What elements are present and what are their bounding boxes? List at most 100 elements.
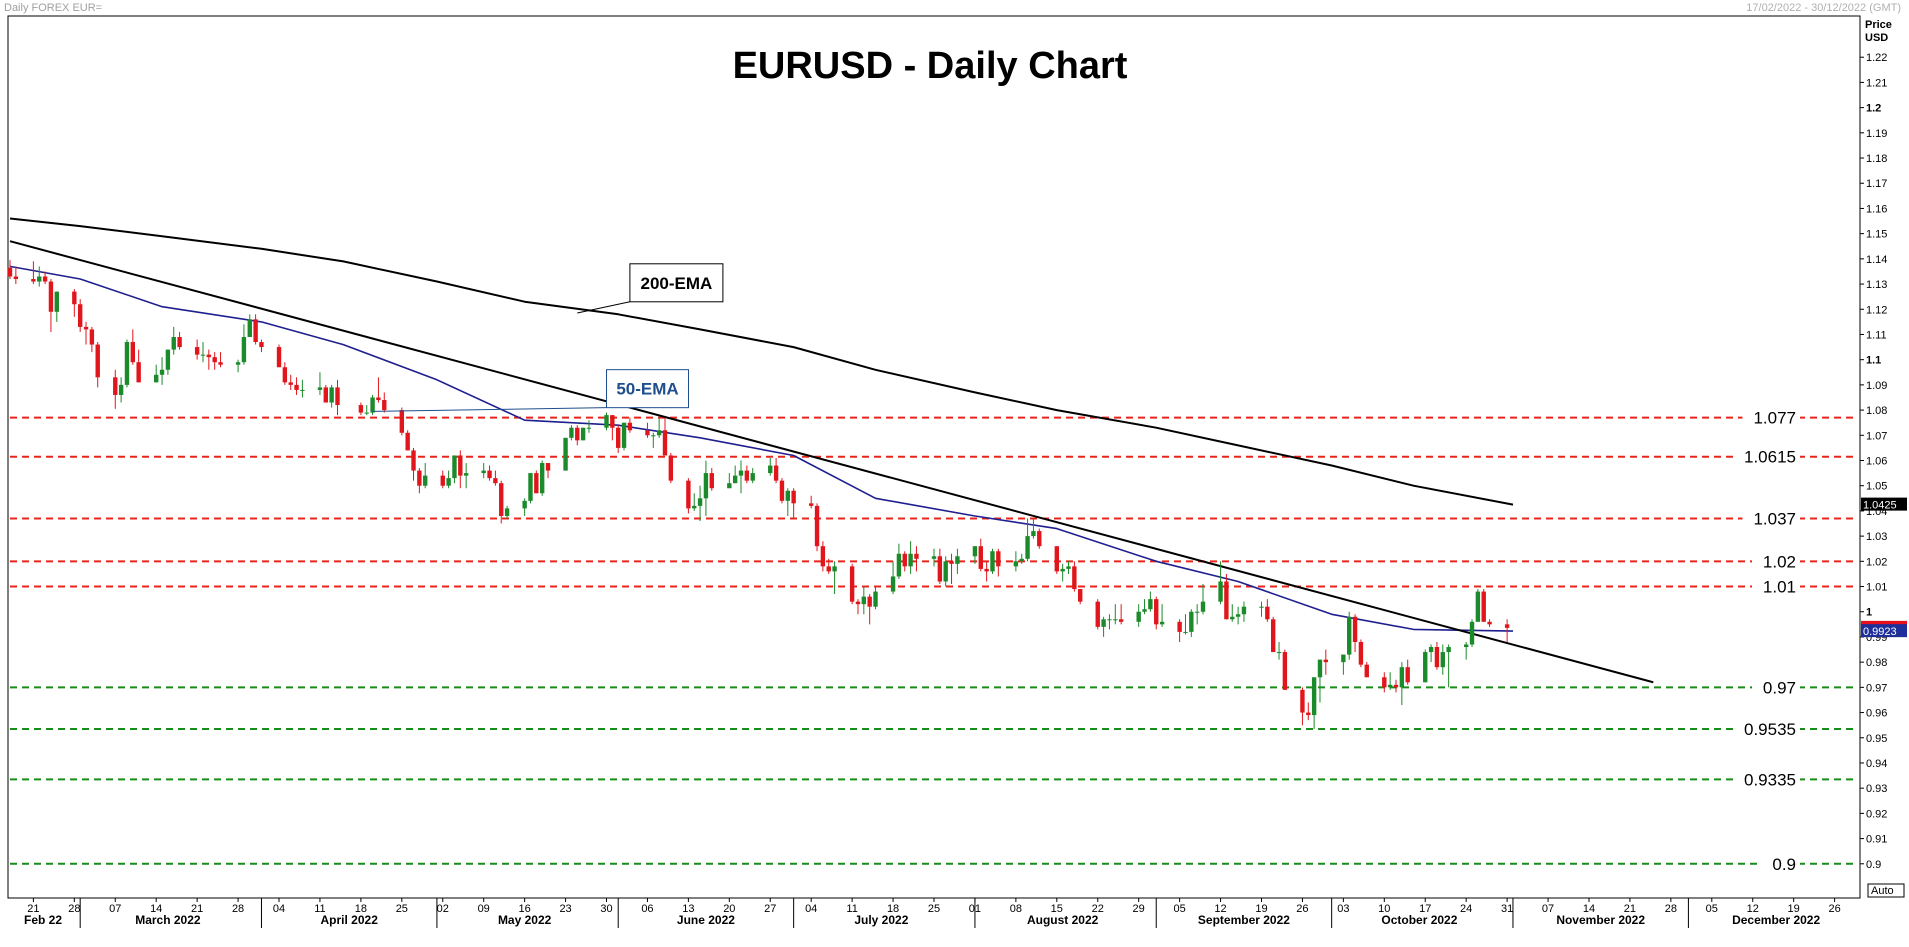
candle-body xyxy=(1399,667,1405,688)
candle-body xyxy=(1423,652,1428,683)
x-tick-label: 05 xyxy=(1173,903,1185,915)
candle-body xyxy=(849,566,855,602)
y-tick-label: 0.96 xyxy=(1866,708,1887,720)
instrument-label: Daily FOREX EUR= xyxy=(4,2,103,14)
candle-body xyxy=(7,267,13,277)
x-tick-label: 14 xyxy=(1583,903,1595,915)
x-tick-label: 15 xyxy=(1051,903,1063,915)
candle-body xyxy=(996,551,1001,567)
candle-body xyxy=(212,357,217,363)
x-tick-label: 31 xyxy=(1501,903,1513,915)
level-label-bg xyxy=(1733,718,1800,739)
y-tick-label: 0.91 xyxy=(1866,834,1887,846)
candle-body xyxy=(896,553,902,577)
y-tick-label: 1.18 xyxy=(1866,153,1887,165)
candle-body xyxy=(955,556,960,564)
candle-body xyxy=(294,384,299,390)
candle-body xyxy=(376,397,381,401)
candle-body xyxy=(738,470,744,476)
candle-body xyxy=(808,503,814,506)
candle-body xyxy=(154,374,159,383)
candle-body xyxy=(686,480,691,509)
candle-body xyxy=(89,329,95,345)
auto-scale-label: Auto xyxy=(1871,885,1894,897)
x-tick-label: 26 xyxy=(1828,903,1840,915)
candle-body xyxy=(364,412,369,414)
candle-body xyxy=(499,483,504,516)
candle-body xyxy=(563,437,568,471)
candle-body xyxy=(1142,609,1147,612)
level-label: 1.037 xyxy=(1753,509,1796,528)
candle-body xyxy=(423,475,428,486)
annotation-box xyxy=(606,369,690,409)
candle-body xyxy=(42,276,48,282)
candle-body xyxy=(990,551,995,572)
x-tick-label: 05 xyxy=(1706,903,1718,915)
x-tick-label: 29 xyxy=(1133,903,1145,915)
candle-body xyxy=(867,596,872,607)
candle-body xyxy=(949,561,954,564)
level-label-bg xyxy=(1742,407,1800,428)
level-label-bg xyxy=(1761,853,1800,874)
candle-body xyxy=(405,432,410,451)
candle-body xyxy=(411,450,416,471)
candle-body xyxy=(972,546,978,557)
y-tick-label: 1.14 xyxy=(1866,254,1887,266)
candle-body xyxy=(1469,621,1475,645)
candle-body xyxy=(1101,619,1106,627)
candle-body xyxy=(1218,581,1223,602)
level-label: 1.077 xyxy=(1753,409,1796,428)
candle-body xyxy=(580,427,586,441)
x-month-label: July 2022 xyxy=(854,913,908,927)
candle-body xyxy=(1031,531,1036,537)
candle-body xyxy=(118,384,124,395)
candle-body xyxy=(235,362,241,365)
candle-body xyxy=(1241,606,1247,615)
candle-body xyxy=(493,478,498,484)
level-label: 1.02 xyxy=(1763,552,1796,571)
candle-body xyxy=(1183,631,1188,633)
candle-body xyxy=(610,415,615,428)
x-tick-label: 24 xyxy=(1460,903,1472,915)
level-label-bg xyxy=(1752,551,1800,572)
candle-body xyxy=(1224,581,1229,620)
x-tick-label: 19 xyxy=(1788,903,1800,915)
x-tick-label: 27 xyxy=(764,903,776,915)
candle-body xyxy=(1306,712,1311,716)
candle-body xyxy=(1393,684,1399,688)
y-tick-label: 1.09 xyxy=(1866,380,1887,392)
x-tick-label: 17 xyxy=(1419,903,1431,915)
candle-body xyxy=(1113,619,1118,621)
x-tick-label: 18 xyxy=(887,903,899,915)
candle-body xyxy=(931,556,937,559)
candle-body xyxy=(1025,536,1030,559)
candle-body xyxy=(744,470,750,481)
auto-scale-box xyxy=(1867,883,1905,898)
candle-body xyxy=(656,430,662,436)
y-tick-label: 0.94 xyxy=(1866,758,1887,770)
candle-body xyxy=(241,336,247,363)
price-tag-label: 1.0425 xyxy=(1863,500,1897,512)
x-tick-label: 25 xyxy=(928,903,940,915)
candle-body xyxy=(1189,611,1194,632)
x-tick-label: 26 xyxy=(1296,903,1308,915)
level-label: 0.9 xyxy=(1772,855,1796,874)
candle-body xyxy=(902,553,907,567)
candle-body xyxy=(1265,606,1270,620)
x-tick-label: 13 xyxy=(682,903,694,915)
candle-body xyxy=(703,473,709,499)
x-tick-label: 19 xyxy=(1255,903,1267,915)
x-month-label: May 2022 xyxy=(498,913,552,927)
x-tick-label: 10 xyxy=(1378,903,1390,915)
candle-body xyxy=(943,561,948,582)
y-tick-label: 1.03 xyxy=(1866,531,1887,543)
candle-body xyxy=(1364,664,1369,678)
y-tick-label: 1.15 xyxy=(1866,229,1887,241)
candle-body xyxy=(1323,659,1329,663)
x-month-label: October 2022 xyxy=(1381,913,1457,927)
candle-body xyxy=(832,566,837,572)
y-tick-label: 1.2 xyxy=(1866,103,1881,115)
candle-body xyxy=(329,387,334,403)
y-tick-label: 1.02 xyxy=(1866,556,1887,568)
